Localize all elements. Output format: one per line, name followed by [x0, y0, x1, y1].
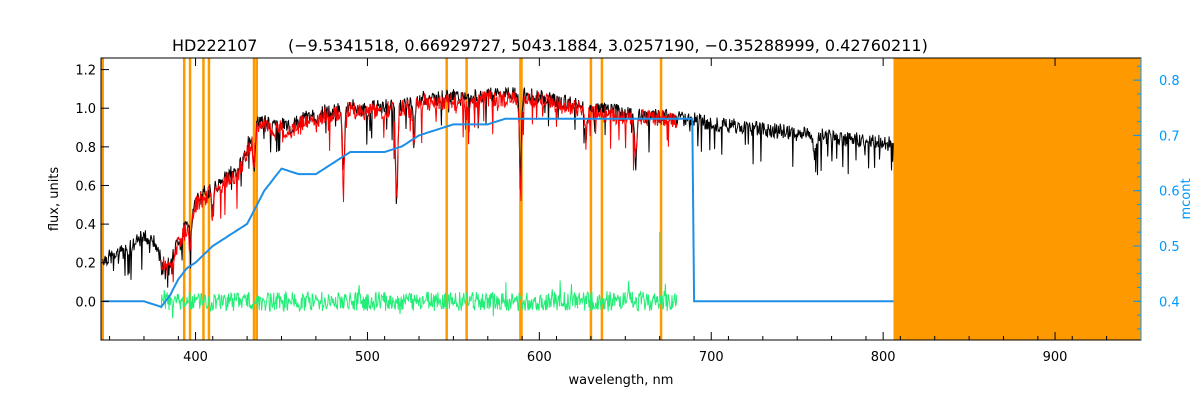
- masked-region-block: [893, 58, 1141, 340]
- y-right-tick-label-0: 0.4: [1159, 295, 1180, 310]
- x-axis-label: wavelength, nm: [569, 373, 674, 388]
- y-axis-label: flux, units: [47, 167, 62, 232]
- masked-regions: [101, 58, 1141, 340]
- y-tick-label-0: 0.0: [75, 295, 96, 310]
- series-observed-flux: [102, 86, 894, 288]
- x-tick-label-1: 500: [355, 350, 380, 365]
- series-continuum: [102, 117, 894, 308]
- chart-title-star: HD222107: [172, 36, 257, 55]
- x-tick-label-4: 800: [871, 350, 896, 365]
- x-tick-label-3: 700: [699, 350, 724, 365]
- x-tick-label-5: 900: [1043, 350, 1068, 365]
- y-right-tick-label-3: 0.7: [1159, 129, 1180, 144]
- y-tick-label-5: 1.0: [75, 102, 96, 117]
- axes-layer: 400 500 600 700 800 900 0.0 0.2 0.4 0.6 0.8 1.0 1.2 0…: [75, 58, 1180, 365]
- x-tick-label-0: 400: [183, 350, 208, 365]
- series-residuals: [160, 231, 678, 319]
- y-right-tick-label-1: 0.5: [1159, 240, 1180, 255]
- y-right-tick-label-4: 0.8: [1159, 74, 1180, 89]
- y-tick-label-3: 0.6: [75, 179, 96, 194]
- y-right-tick-label-2: 0.6: [1159, 185, 1180, 200]
- y-tick-label-6: 1.2: [75, 64, 96, 79]
- series-model-flux: [160, 89, 678, 283]
- series-layer: [102, 86, 894, 319]
- y-tick-label-4: 0.8: [75, 141, 96, 156]
- chart-title-params: (−9.5341518, 0.66929727, 5043.1884, 3.02…: [288, 36, 928, 55]
- y-tick-label-1: 0.2: [75, 257, 96, 272]
- x-tick-label-2: 600: [527, 350, 552, 365]
- y-tick-label-2: 0.4: [75, 218, 96, 233]
- right-axis-label: mcont: [1179, 178, 1194, 219]
